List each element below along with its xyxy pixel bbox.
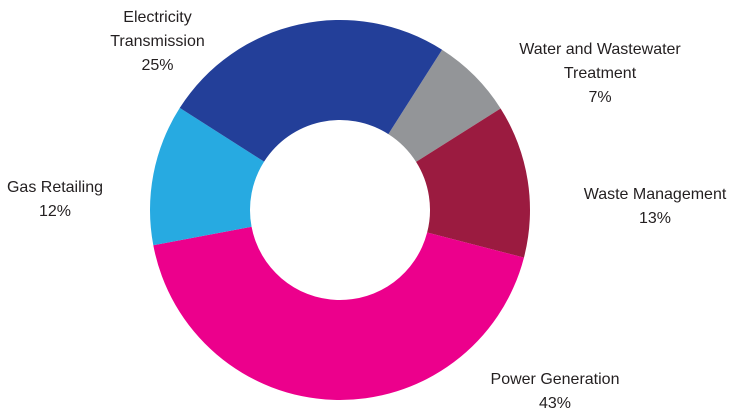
slice-label: Waste Management 13% <box>555 183 754 231</box>
donut-slice <box>179 20 443 162</box>
value-label: 43% <box>538 395 572 412</box>
value-label: 25% <box>141 57 174 74</box>
donut-slice <box>416 108 530 258</box>
category-label: Gas Retailing <box>6 179 104 196</box>
value-label: 12% <box>38 203 72 220</box>
donut-slice <box>153 226 524 401</box>
category-label: Water and Wastewater Treatment <box>519 41 681 82</box>
slice-label: Gas Retailing 12% <box>0 176 110 224</box>
donut-slice <box>150 107 265 246</box>
category-label: Waste Management <box>583 186 727 203</box>
slice-label: Power Generation 43% <box>455 368 655 414</box>
slice-label: Water and Wastewater Treatment 7% <box>500 38 700 110</box>
value-label: 7% <box>588 89 612 106</box>
value-label: 13% <box>638 210 672 227</box>
category-label: Electricity Transmission <box>110 9 205 50</box>
donut-slice <box>388 49 501 162</box>
slice-label: Electricity Transmission 25% <box>100 6 215 78</box>
category-label: Power Generation <box>490 371 620 388</box>
